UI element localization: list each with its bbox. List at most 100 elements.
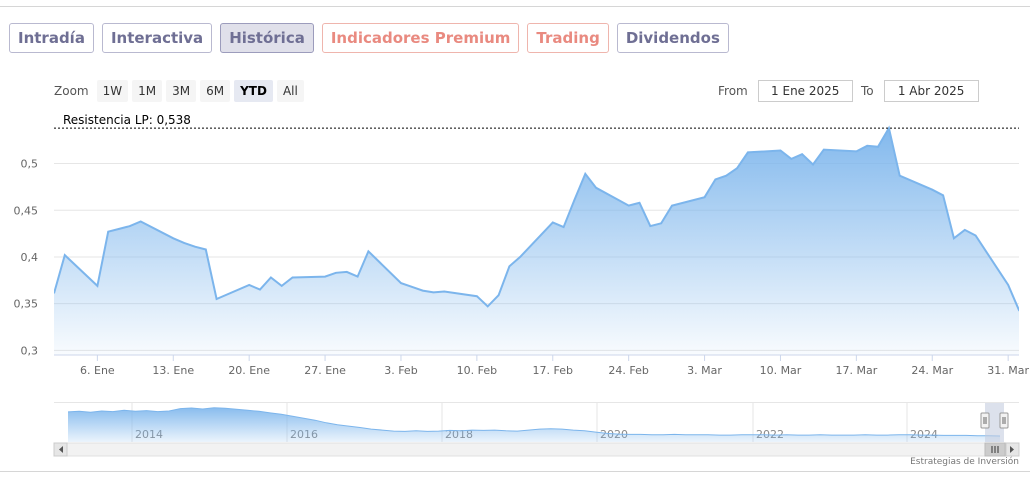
data-point [725, 175, 727, 177]
data-point [573, 199, 575, 201]
zoom-label: Zoom [54, 84, 89, 98]
data-point [64, 254, 66, 256]
x-tick-label: 31. Mar [987, 364, 1029, 377]
data-point [248, 284, 250, 286]
data-point [1029, 318, 1031, 320]
x-tick-label: 6. Ene [80, 364, 115, 377]
zoom-6m-button[interactable]: 6M [200, 80, 231, 102]
navigator-handle[interactable] [999, 412, 1009, 429]
tab-historica[interactable]: Histórica [220, 23, 314, 53]
data-point [779, 149, 781, 151]
x-tick-label: 13. Ene [152, 364, 194, 377]
data-point [422, 289, 424, 291]
data-point [324, 275, 326, 277]
x-tick-label: 3. Mar [687, 364, 722, 377]
data-point [942, 194, 944, 196]
data-point [562, 226, 564, 228]
tab-indicadores-premium[interactable]: Indicadores Premium [321, 23, 520, 53]
data-point [487, 305, 489, 307]
x-tick-label: 3. Feb [384, 364, 417, 377]
data-point [335, 272, 337, 274]
series-area-group [53, 125, 1031, 355]
data-point [1018, 309, 1020, 311]
y-tick-label: 0,4 [21, 251, 39, 264]
bottom-divider [0, 471, 1030, 472]
tab-trading[interactable]: Trading [527, 23, 609, 53]
data-point [443, 290, 445, 292]
zoom-3m-button[interactable]: 3M [166, 80, 197, 102]
data-point [432, 291, 434, 293]
zoom-1w-button[interactable]: 1W [96, 80, 129, 102]
data-point [866, 145, 868, 147]
y-tick-label: 0,45 [14, 204, 39, 217]
data-point [888, 127, 890, 129]
x-tick-label: 10. Mar [760, 364, 802, 377]
data-point [140, 220, 142, 222]
data-point [215, 298, 217, 300]
data-point [714, 178, 716, 180]
data-point [411, 286, 413, 288]
data-point [53, 292, 55, 294]
data-point [291, 276, 293, 278]
data-point [96, 285, 98, 287]
y-tick-label: 0,3 [21, 344, 39, 357]
data-point [595, 187, 597, 189]
series-line [54, 125, 1019, 312]
navigator-handle[interactable] [980, 412, 990, 429]
top-divider [0, 6, 1030, 7]
data-point [628, 204, 630, 206]
tab-interactiva[interactable]: Interactiva [101, 23, 213, 53]
y-tick-label: 0,35 [14, 298, 39, 311]
zoom-all-button[interactable]: All [276, 80, 304, 102]
data-point [660, 222, 662, 224]
data-point [172, 237, 174, 239]
data-point [508, 265, 510, 267]
data-point [801, 153, 803, 155]
x-tick-label: 17. Feb [533, 364, 573, 377]
data-point [129, 225, 131, 227]
series-area [54, 128, 1019, 355]
data-point [1007, 284, 1009, 286]
x-tick-label: 20. Ene [228, 364, 270, 377]
chart-credit: Estrategias de Inversión [910, 457, 1019, 467]
data-point [931, 189, 933, 191]
x-tick-label: 10. Feb [457, 364, 497, 377]
data-point [346, 271, 348, 273]
zoom-1m-button[interactable]: 1M [132, 80, 163, 102]
data-point [823, 148, 825, 150]
data-point [259, 288, 261, 290]
range-from-input[interactable]: 1 Ene 2025 [757, 80, 853, 102]
data-point [671, 204, 673, 206]
data-point [107, 231, 109, 233]
chevron-right-icon [1010, 446, 1014, 453]
data-point [953, 237, 955, 239]
data-point [584, 173, 586, 175]
range-to-input[interactable]: 1 Abr 2025 [883, 80, 979, 102]
data-point [281, 285, 283, 287]
data-point [552, 221, 554, 223]
data-point [736, 167, 738, 169]
chart-tabs: Intradía Interactiva Histórica Indicador… [9, 23, 729, 53]
data-point [270, 276, 272, 278]
data-point [205, 248, 207, 250]
x-tick-label: 27. Ene [304, 364, 346, 377]
resistance-label: Resistencia LP: 0,538 [63, 113, 191, 127]
data-point [519, 256, 521, 258]
x-tick-label: 17. Mar [835, 364, 877, 377]
data-point [703, 196, 705, 198]
zoom-selector: Zoom 1W 1M 3M 6M YTD All [54, 80, 304, 102]
navigator-line [67, 407, 1001, 437]
tab-dividendos[interactable]: Dividendos [616, 23, 729, 53]
data-point [497, 294, 499, 296]
data-point [183, 242, 185, 244]
data-point [649, 225, 651, 227]
data-point [194, 246, 196, 248]
chevron-left-icon [59, 446, 63, 453]
tab-intradia[interactable]: Intradía [9, 23, 94, 53]
zoom-ytd-button[interactable]: YTD [234, 80, 273, 102]
scrollbar-track [53, 442, 1020, 457]
data-point [400, 282, 402, 284]
navigator-area [68, 407, 1000, 442]
range-to-label: To [861, 84, 874, 98]
